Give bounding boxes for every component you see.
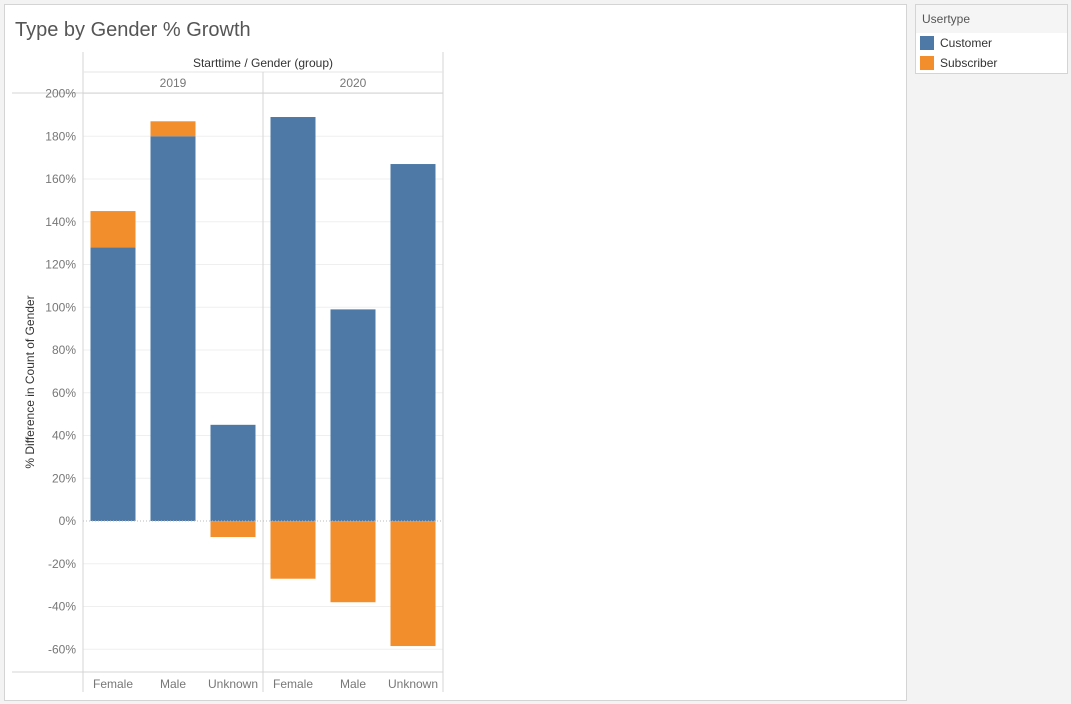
- bar-2019-male-customer[interactable]: [150, 136, 196, 521]
- group-label-2019: 2019: [160, 76, 187, 90]
- legend-item-subscriber[interactable]: Subscriber: [916, 53, 1067, 73]
- y-tick-label: 120%: [45, 258, 76, 272]
- y-tick-label: -40%: [48, 600, 76, 614]
- bar-2019-female-subscriber[interactable]: [90, 211, 136, 248]
- bar-2019-female-customer[interactable]: [90, 247, 136, 521]
- y-tick-label: 140%: [45, 215, 76, 229]
- legend-item-customer[interactable]: Customer: [916, 33, 1067, 53]
- chart-title: Type by Gender % Growth: [15, 19, 251, 41]
- legend: Usertype Customer Subscriber: [915, 4, 1068, 74]
- x-tick-label-2020-female: Female: [273, 677, 313, 691]
- x-tick-label-2020-unknown: Unknown: [388, 677, 438, 691]
- legend-swatch-subscriber: [920, 56, 934, 70]
- legend-title: Usertype: [916, 5, 1067, 33]
- group-label-2020: 2020: [340, 76, 367, 90]
- legend-swatch-customer: [920, 36, 934, 50]
- x-tick-label-2020-male: Male: [340, 677, 366, 691]
- y-tick-label: 80%: [52, 343, 76, 357]
- y-tick-label: 40%: [52, 429, 76, 443]
- column-header: Starttime / Gender (group): [193, 56, 333, 70]
- y-axis-label: % Difference in Count of Gender: [23, 295, 37, 468]
- y-tick-label: 200%: [45, 87, 76, 101]
- x-tick-label-2019-female: Female: [93, 677, 133, 691]
- bar-2020-female-customer[interactable]: [270, 117, 316, 521]
- bar-2020-unknown-customer[interactable]: [390, 164, 436, 521]
- y-tick-label: -60%: [48, 642, 76, 656]
- bar-2020-unknown-subscriber[interactable]: [390, 521, 436, 647]
- x-tick-label-2019-unknown: Unknown: [208, 677, 258, 691]
- bar-2020-female-subscriber[interactable]: [270, 521, 316, 579]
- y-tick-label: 60%: [52, 386, 76, 400]
- y-tick-label: 180%: [45, 129, 76, 143]
- bar-2020-male-customer[interactable]: [330, 309, 376, 521]
- y-tick-label: 20%: [52, 471, 76, 485]
- y-tick-label: 160%: [45, 172, 76, 186]
- bar-chart: Starttime / Gender (group) 200% 180% 160% 14…: [12, 52, 444, 692]
- bar-2019-unknown-customer[interactable]: [210, 424, 256, 521]
- y-tick-label: 0%: [59, 514, 77, 528]
- bar-2020-male-subscriber[interactable]: [330, 521, 376, 603]
- bar-2019-male-subscriber[interactable]: [150, 121, 196, 137]
- y-tick-label: 100%: [45, 300, 76, 314]
- legend-label-subscriber: Subscriber: [940, 56, 998, 70]
- y-tick-label: -20%: [48, 557, 76, 571]
- bar-2019-unknown-subscriber[interactable]: [210, 521, 256, 538]
- legend-label-customer: Customer: [940, 36, 993, 50]
- x-tick-label-2019-male: Male: [160, 677, 186, 691]
